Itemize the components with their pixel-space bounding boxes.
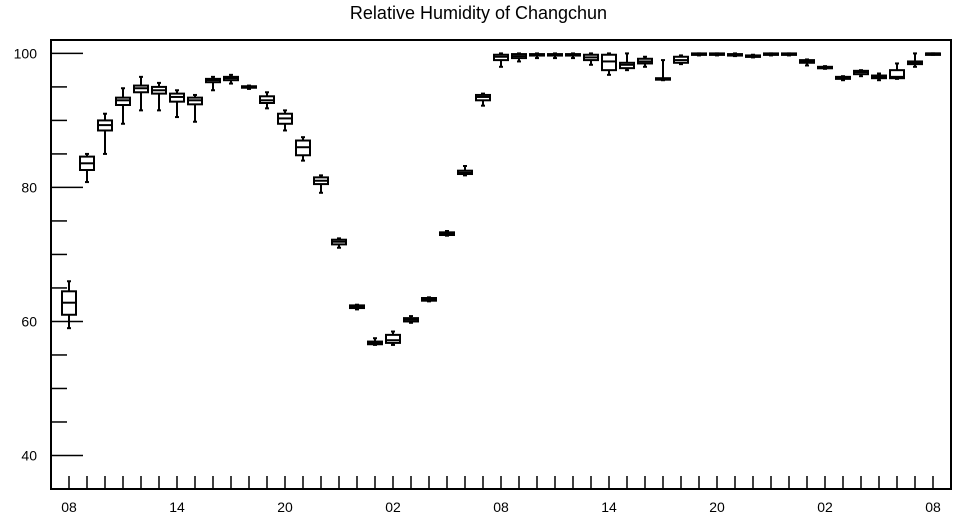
box [601, 53, 617, 72]
y-tick-label: 40 [21, 447, 37, 463]
x-tick-label: 14 [601, 499, 617, 515]
x-tick-label: 08 [925, 499, 941, 515]
x-tick-label: 20 [277, 499, 293, 515]
chart-title: Relative Humidity of Changchun [349, 3, 608, 23]
x-tick-label: 08 [493, 499, 509, 515]
box [889, 69, 905, 80]
plot-frame [50, 39, 952, 490]
x-tick-label: 02 [817, 499, 833, 515]
y-tick-label: 100 [14, 45, 38, 61]
y-tick-label: 80 [21, 179, 37, 195]
box [115, 96, 131, 107]
x-tick-label: 20 [709, 499, 725, 515]
box [385, 333, 401, 344]
x-tick-label: 02 [385, 499, 401, 515]
x-tick-label: 08 [61, 499, 77, 515]
y-tick-label: 60 [21, 313, 37, 329]
x-tick-label: 14 [169, 499, 185, 515]
